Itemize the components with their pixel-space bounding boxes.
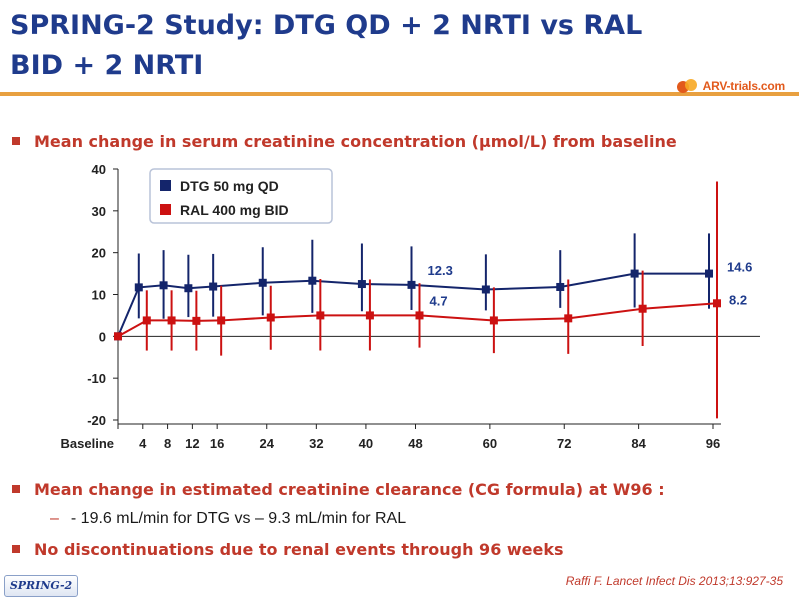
data-point [209,282,218,291]
x-tick-label: 4 [139,436,147,451]
series-dtg [114,233,713,341]
bullet-square-icon [12,544,20,553]
bullet-text: No discontinuations due to renal events … [34,540,564,559]
dash-icon: – [50,510,59,527]
data-point [142,316,151,325]
legend-swatch [160,180,171,191]
data-point [159,281,168,290]
x-tick-label: 84 [631,436,646,451]
data-label: 8.2 [729,292,747,307]
data-label: 14.6 [727,260,752,275]
arv-trials-logo: ARV-trials.com [676,76,786,96]
y-tick-label: 0 [99,329,106,344]
data-point [357,280,366,289]
logo-text: ARV-trials.com [702,79,786,93]
data-point [184,284,193,293]
data-point [134,283,143,292]
data-point [192,316,201,325]
citation: Raffi F. Lancet Infect Dis 2013;13:927-3… [565,574,783,588]
chart-value-labels: 12.3 14.6 4.7 8.2 [428,260,753,309]
y-tick-label: 40 [92,162,106,177]
bullet-square-icon [12,136,20,145]
data-point [556,282,565,291]
bullet-square-icon [12,484,20,493]
data-label: 12.3 [428,263,453,278]
x-tick-label: 72 [557,436,571,451]
x-tick-label: 12 [185,436,199,451]
bullet-creatinine-clearance: Mean change in estimated creatinine clea… [12,480,665,499]
data-point [713,299,721,308]
data-point [630,269,639,278]
x-tick-label: 40 [359,436,373,451]
data-point [167,316,176,325]
data-point [217,316,226,325]
chart-series [114,181,721,419]
y-tick-label: -10 [87,371,106,386]
series-ral [114,181,721,419]
data-point [114,332,122,341]
study-tag: SPRING-2 [4,575,78,597]
data-label: 4.7 [430,293,448,308]
legend-label: RAL 400 mg BID [180,202,289,218]
data-point [316,311,325,320]
x-tick-label: 48 [408,436,422,451]
y-tick-label: -20 [87,413,106,428]
logo-icon [676,79,699,93]
x-tick-label: Baseline [61,436,114,451]
sub-bullet-text: - 19.6 mL/min for DTG vs – 9.3 mL/min fo… [70,510,407,527]
legend-swatch [160,204,171,215]
x-tick-label: 24 [260,436,275,451]
data-point [638,304,647,313]
page-title: SPRING-2 Study: DTG QD + 2 NRTI vs RAL B… [10,10,643,81]
data-point [365,311,374,320]
data-point [308,276,317,285]
data-point [481,285,490,294]
data-point [415,311,424,320]
y-tick-label: 10 [92,288,106,303]
x-tick-label: 16 [210,436,224,451]
data-point [489,316,498,325]
legend-box [149,168,333,224]
sub-bullet-clearance-values: – - 19.6 mL/min for DTG vs – 9.3 mL/min f… [50,510,406,528]
data-point [266,313,275,322]
legend-label: DTG 50 mg QD [180,178,279,194]
data-point [564,314,573,323]
y-tick-label: 20 [92,246,106,261]
x-tick-label: 60 [483,436,497,451]
data-point [258,278,267,287]
bullet-text: Mean change in estimated creatinine clea… [34,480,665,499]
series-line [117,302,718,338]
data-point [407,280,416,289]
bullet-text: Mean change in serum creatinine concentr… [34,132,677,151]
bullet-serum-creatinine: Mean change in serum creatinine concentr… [12,132,677,151]
title-divider [0,92,799,96]
y-tick-label: 30 [92,204,106,219]
x-tick-label: 32 [309,436,323,451]
x-tick-label: 96 [706,436,720,451]
chart-legend: DTG 50 mg QD RAL 400 mg BID [149,168,333,224]
data-point [705,269,713,278]
bullet-no-discontinuations: No discontinuations due to renal events … [12,540,564,559]
x-tick-label: 8 [164,436,171,451]
